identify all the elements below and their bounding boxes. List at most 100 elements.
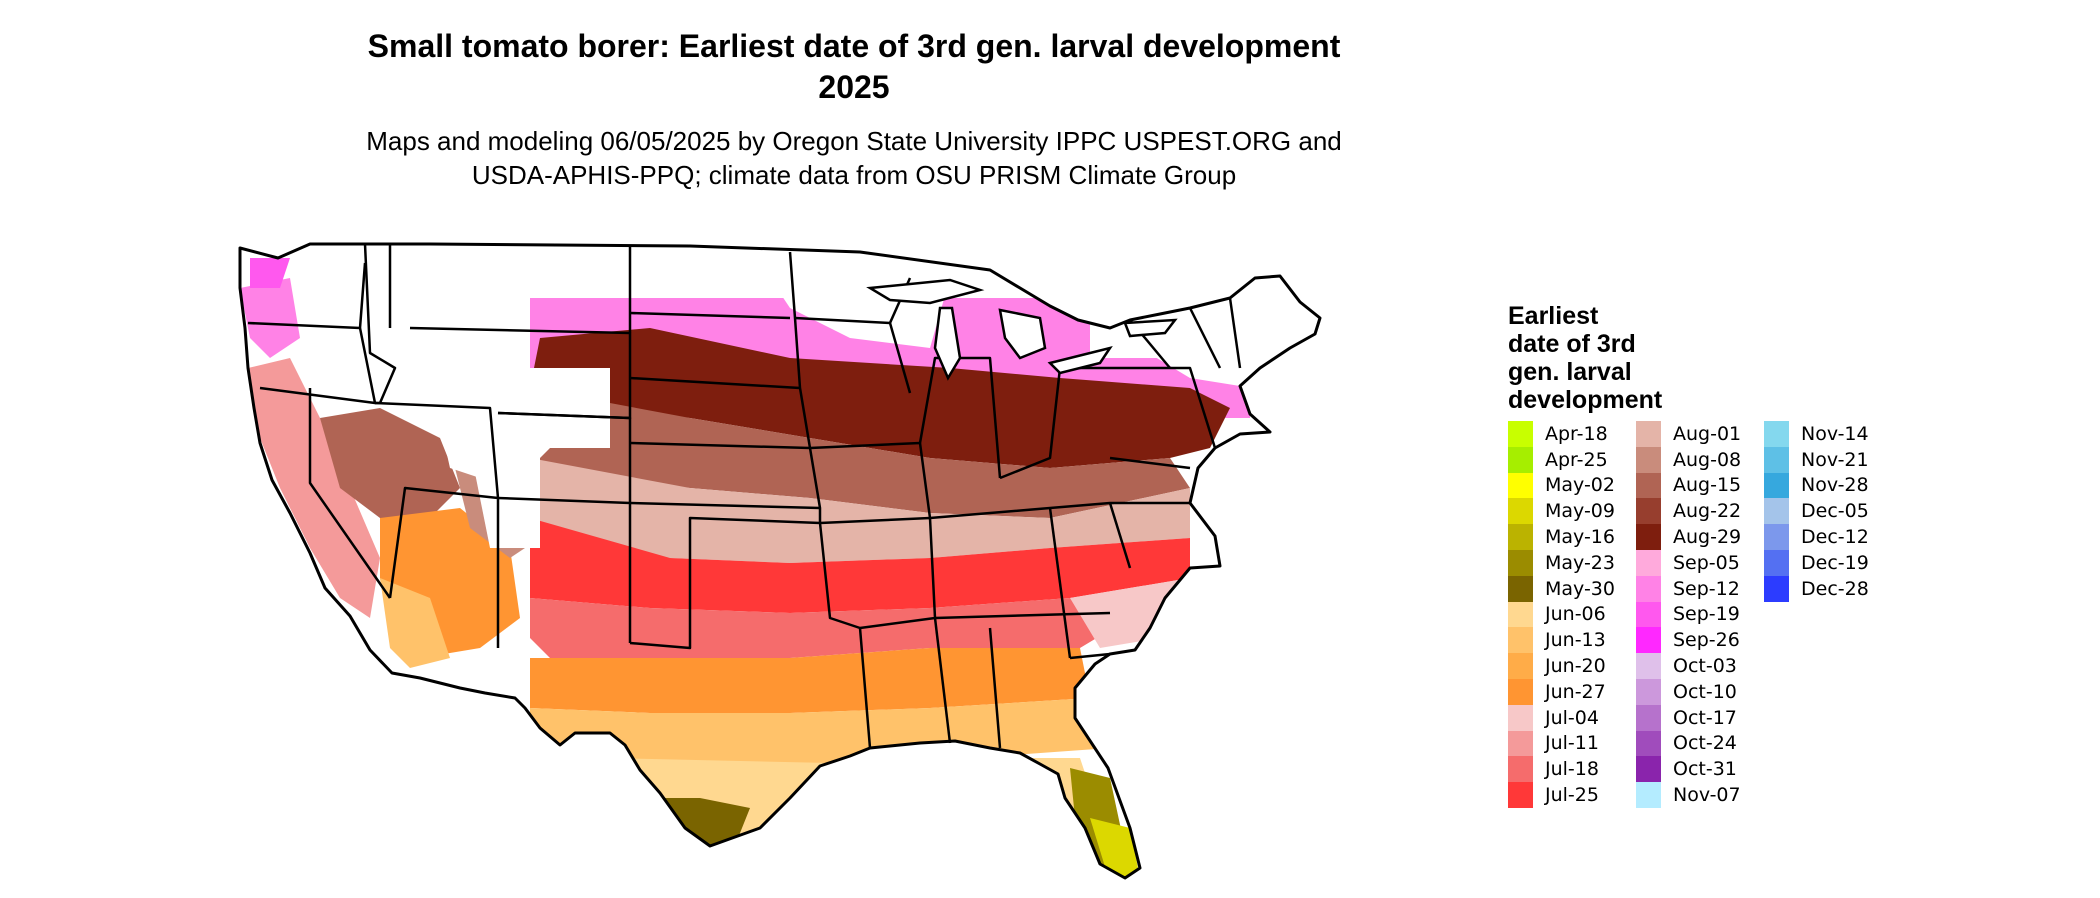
legend-item: Jun-20 [1508, 653, 1615, 679]
border-pa [1060, 366, 1217, 449]
legend-label: Nov-07 [1673, 784, 1741, 807]
legend-swatch [1764, 446, 1789, 473]
legend-title-line: gen. larval [1508, 358, 1632, 386]
legend-item: Nov-14 [1764, 421, 1869, 447]
legend-swatch [1636, 498, 1661, 525]
legend-label: Nov-28 [1801, 474, 1869, 497]
legend-label: May-16 [1545, 526, 1615, 549]
legend-item: May-09 [1508, 498, 1615, 525]
band-aug-15 [530, 388, 1190, 518]
map-subtitle-line-1: Maps and modeling 06/05/2025 by Oregon S… [366, 126, 1342, 156]
legend-label: Dec-12 [1801, 526, 1869, 549]
border-ga-fl [1069, 652, 1111, 660]
legend-swatch [1764, 421, 1789, 447]
legend-swatch [1636, 678, 1661, 705]
legend-item: Dec-19 [1764, 549, 1869, 576]
border-vt-nh [1188, 307, 1222, 369]
legend-swatch [1508, 601, 1533, 628]
legend-label: Aug-22 [1673, 500, 1742, 523]
border-in-oh [999, 367, 1062, 480]
legend-label: Jul-04 [1545, 706, 1599, 729]
legend-label: Jul-11 [1545, 732, 1599, 755]
legend-item: Sep-26 [1636, 627, 1741, 654]
legend-item: Apr-25 [1508, 446, 1615, 473]
state-boundaries [247, 243, 1242, 749]
border-al [988, 627, 1002, 749]
legend-swatch [1764, 498, 1789, 525]
legend-swatch [1764, 549, 1789, 576]
border-ms-la [933, 617, 952, 744]
legend-column: Apr-18 Apr-25 May-02 May-09 May-16 May-23 May-… [1508, 421, 1615, 808]
lake-superior [866, 278, 985, 305]
legend-label: Jun-06 [1545, 603, 1606, 626]
legend-item: Jun-27 [1508, 678, 1615, 705]
legend-swatch [1636, 472, 1661, 499]
border-tn-nc [929, 501, 1190, 520]
legend-label: Jul-25 [1545, 784, 1599, 807]
legend-swatch [1508, 421, 1533, 447]
border-ar [819, 516, 937, 630]
legend-title-line: date of 3rd [1508, 330, 1636, 358]
legend-swatch [1636, 524, 1661, 550]
legend-swatch [1508, 524, 1533, 550]
band-jul-18 [530, 598, 1130, 658]
legend-label: Sep-12 [1673, 577, 1740, 600]
border-ms-al-ga [934, 611, 1111, 620]
us-degree-day-map [238, 242, 1322, 880]
border-ne-ks [629, 441, 811, 450]
legend-item: Sep-05 [1636, 549, 1741, 576]
map-title-line-2: 2025 [818, 69, 890, 105]
band-jun-27 [530, 648, 1090, 713]
legend-swatch [1508, 678, 1533, 705]
legend-label: Aug-15 [1673, 474, 1742, 497]
legend-label: Aug-08 [1673, 448, 1742, 471]
phenology-raster [240, 244, 1320, 878]
band-sep-19-wa [250, 258, 290, 288]
legend-label: Oct-24 [1673, 732, 1737, 755]
legend-item: Oct-03 [1636, 653, 1741, 679]
border-me [1228, 297, 1242, 369]
legend-item: Dec-05 [1764, 498, 1869, 525]
legend-swatch [1636, 756, 1661, 783]
legend-column: Aug-01 Aug-08 Aug-15 Aug-22 Aug-29 Sep-05 Sep-… [1636, 421, 1741, 808]
legend-label: Nov-14 [1801, 422, 1869, 445]
legend-item: Jun-06 [1508, 601, 1615, 628]
legend-item: Aug-22 [1636, 498, 1742, 525]
legend-title: Earliest date of 3rd gen. larval develop… [1508, 302, 1662, 414]
legend-item: Oct-31 [1636, 756, 1741, 783]
border-il-in [918, 356, 1002, 479]
legend-swatch [1508, 782, 1533, 808]
legend-swatch [1508, 472, 1533, 499]
band-aug-29 [530, 328, 1230, 468]
legend-label: Nov-21 [1801, 448, 1869, 471]
legend-swatch [1636, 446, 1661, 473]
legend-swatch [1636, 653, 1661, 679]
band-lower-colorado [380, 578, 450, 668]
band-pnw-pink [240, 278, 300, 358]
legend-item: Nov-21 [1764, 446, 1869, 473]
legend-swatch [1636, 575, 1661, 602]
border-nd-sd [629, 311, 791, 320]
legend-label: Sep-19 [1673, 603, 1740, 626]
legend-item: Dec-12 [1764, 524, 1869, 550]
legend-item: May-23 [1508, 549, 1615, 576]
legend-swatch [1508, 498, 1533, 525]
legend-item: Aug-01 [1636, 421, 1741, 447]
lake-ontario [1123, 318, 1178, 338]
legend-item: Sep-19 [1636, 601, 1741, 628]
legend-swatch [1764, 524, 1789, 550]
legend-item: Apr-18 [1508, 421, 1615, 447]
legend-swatch [1508, 627, 1533, 654]
legend-swatch [1636, 549, 1661, 576]
band-may-09-fl [1090, 818, 1140, 878]
border-sd-ne [629, 376, 801, 390]
border-mn-ia-mo [788, 251, 822, 523]
legend-swatch [1636, 730, 1661, 757]
border-wv-va [1109, 456, 1191, 470]
legend-label: Aug-01 [1673, 422, 1742, 445]
legend-item: Aug-15 [1636, 472, 1742, 499]
legend-label: Aug-29 [1673, 526, 1742, 549]
no-data-upper-midwest [750, 248, 950, 348]
legend-item: May-30 [1508, 575, 1615, 602]
border-wy [409, 326, 632, 420]
